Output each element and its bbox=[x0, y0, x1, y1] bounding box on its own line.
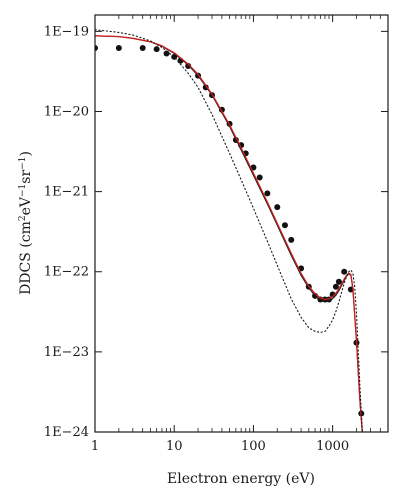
x-tick-label: 10 bbox=[166, 439, 183, 454]
data-point bbox=[115, 44, 122, 51]
x-axis-title: Electron energy (eV) bbox=[167, 471, 315, 487]
data-point bbox=[332, 283, 339, 290]
x-tick-label: 1000 bbox=[316, 439, 349, 454]
red-curve bbox=[95, 35, 364, 432]
data-point bbox=[341, 268, 348, 275]
data-point bbox=[264, 190, 271, 197]
x-axis-tick-labels: 1 10 100 1000 bbox=[91, 439, 349, 454]
data-point bbox=[335, 278, 342, 285]
data-point bbox=[274, 204, 281, 211]
data-point bbox=[95, 44, 98, 51]
data-point bbox=[139, 44, 146, 51]
y-axis-title: DDCS (cm2eV−1sr−1) bbox=[18, 151, 34, 295]
data-point bbox=[153, 46, 160, 53]
y-tick-label: 1E−19 bbox=[44, 24, 89, 39]
y-tick-label: 1E−21 bbox=[44, 185, 89, 200]
dotted-curve bbox=[95, 29, 363, 432]
y-tick-label: 1E−20 bbox=[44, 104, 89, 119]
plot-frame bbox=[94, 14, 389, 433]
data-point bbox=[256, 174, 263, 181]
data-point bbox=[288, 236, 295, 243]
data-point bbox=[281, 222, 288, 229]
y-axis-ticks bbox=[95, 30, 388, 433]
black-curve bbox=[95, 35, 363, 432]
y-tick-label: 1E−22 bbox=[44, 265, 89, 280]
y-tick-label: 1E−23 bbox=[44, 345, 89, 360]
y-tick-label: 1E−24 bbox=[44, 425, 89, 440]
x-axis-ticks bbox=[94, 15, 381, 432]
x-tick-label: 1 bbox=[91, 439, 99, 454]
y-axis-tick-labels: 1E−24 1E−23 1E−22 1E−21 1E−20 1E−19 bbox=[44, 24, 89, 440]
data-series bbox=[95, 29, 365, 432]
data-point bbox=[185, 62, 192, 69]
data-point bbox=[329, 291, 336, 298]
x-tick-label: 100 bbox=[241, 439, 266, 454]
